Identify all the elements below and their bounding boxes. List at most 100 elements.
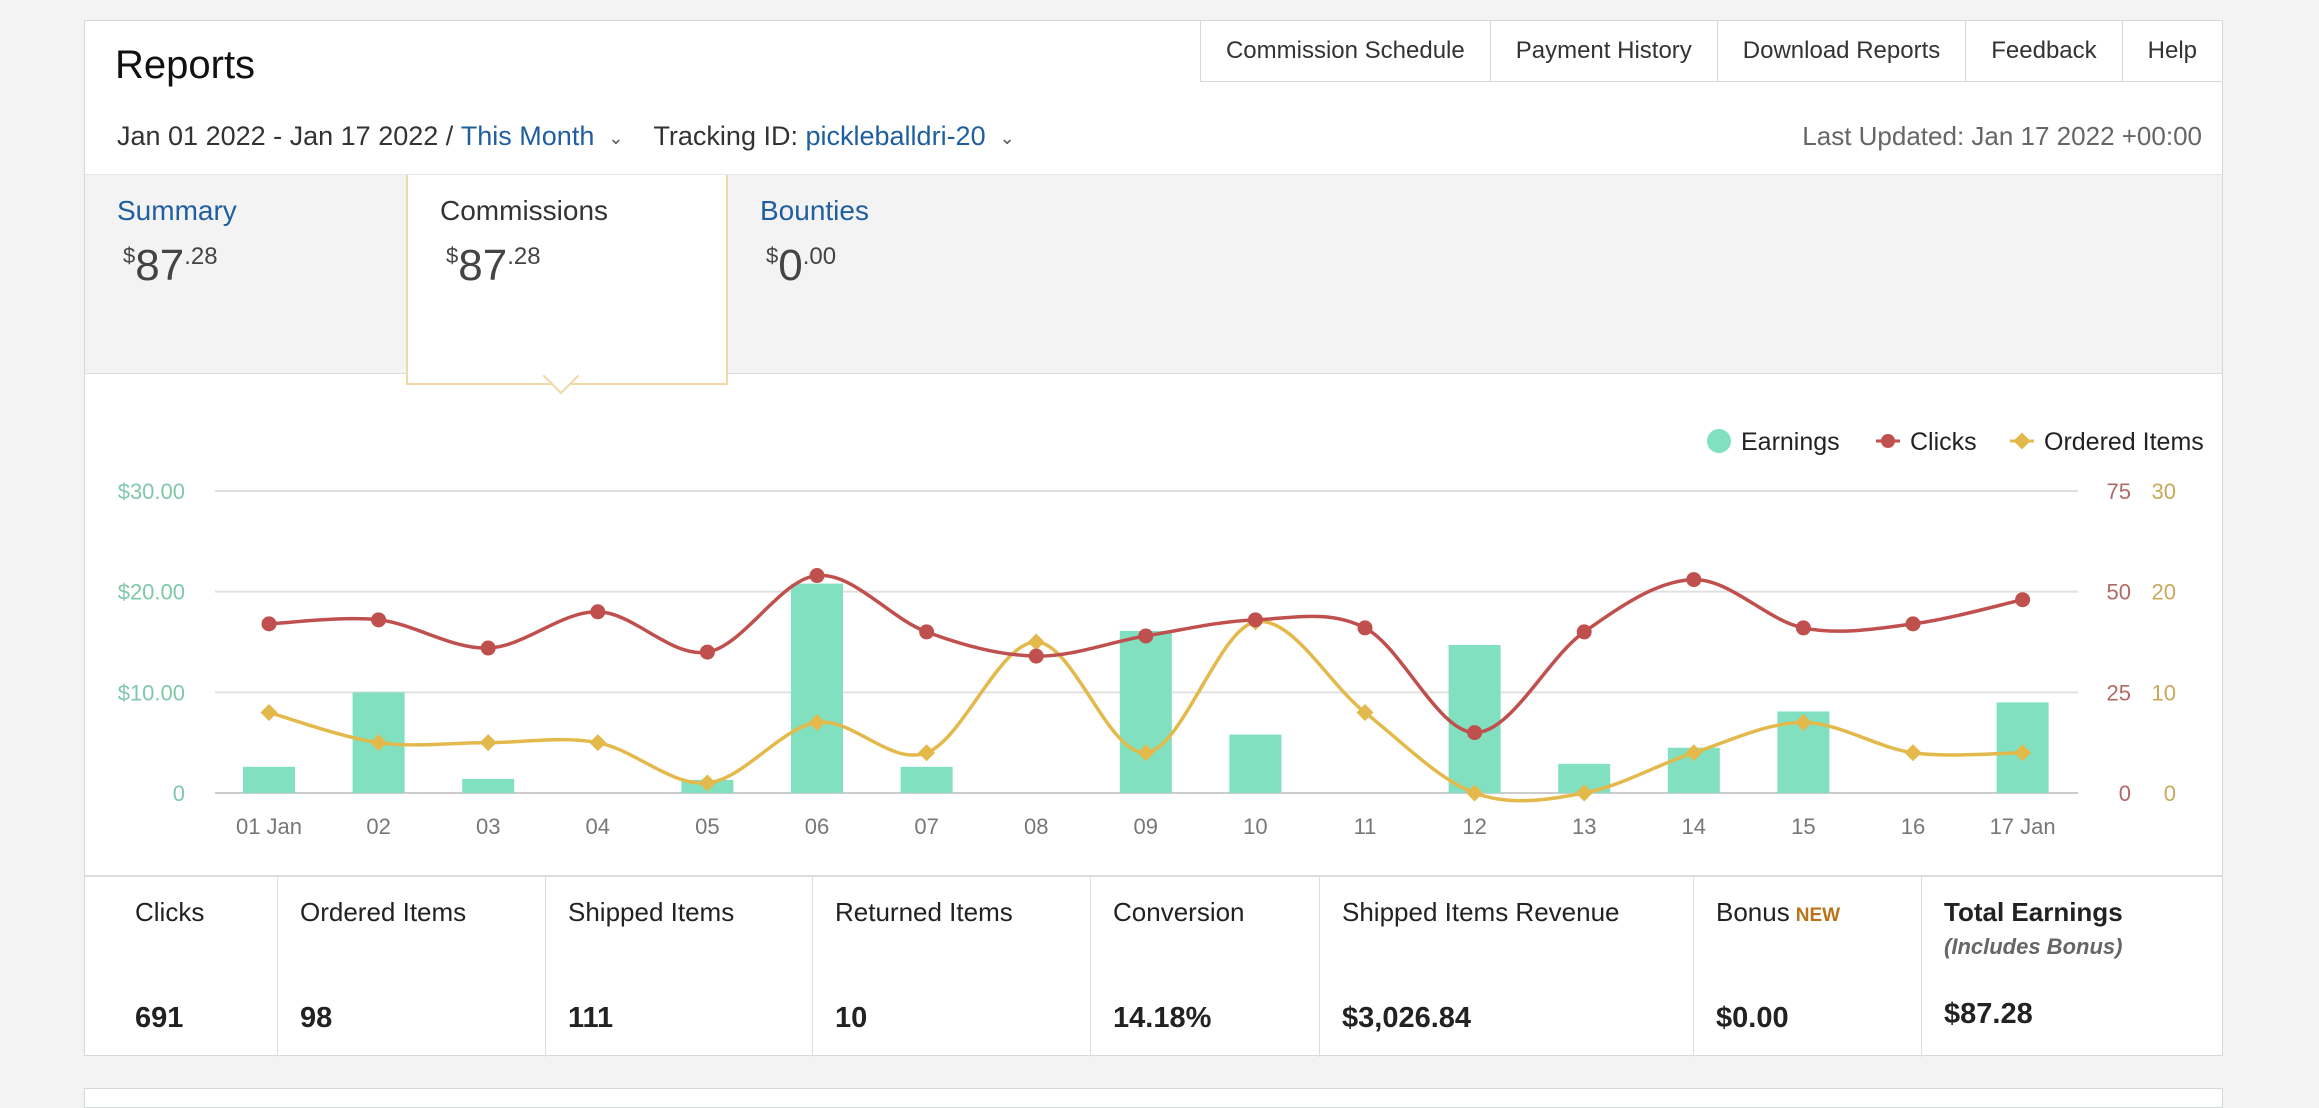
commissions-amount: $ 87 .28 [446,241,694,291]
bounties-amount: $ 0 .00 [766,241,1016,291]
clicks-point [1905,616,1921,632]
reports-card: Reports Commission Schedule Payment Hist… [84,20,2223,1057]
currency-symbol: $ [446,243,459,268]
stat-value: $3,026.84 [1342,1002,1472,1034]
period-dropdown[interactable]: This Month [460,121,595,151]
clicks-point [1467,725,1483,741]
x-tick-label: 01 Jan [236,814,302,839]
clicks-point [261,616,277,632]
clicks-point [2015,592,2031,608]
y-tick-label-ordered: 0 [2164,781,2176,806]
tab-bounties-label[interactable]: Bounties [760,195,869,226]
ordered-items-point [2014,744,2032,762]
stat-label: Returned Items [835,897,1013,927]
chevron-down-icon[interactable]: ⌄ [999,128,1015,148]
legend-label: Clicks [1910,428,1977,456]
amount-cents: .28 [184,243,218,270]
chevron-down-icon[interactable]: ⌄ [608,128,624,148]
tab-commissions-label: Commissions [440,195,609,226]
ordered-items-point [1137,744,1155,762]
earnings-bar [791,583,843,793]
x-tick-label: 05 [695,814,719,839]
ordered-items-point [1027,633,1045,651]
ordered-items-point [808,714,826,732]
stat-label: Total Earnings [1944,897,2123,927]
commission-schedule-link[interactable]: Commission Schedule [1200,21,1490,81]
x-tick-label: 07 [914,814,938,839]
x-tick-label: 06 [805,814,829,839]
new-badge: NEW [1795,905,1841,926]
y-tick-label-left: $20.00 [118,580,185,605]
ordered-items-point [260,703,278,721]
stat-shipped-revenue: Shipped Items Revenue $3,026.84 [1319,877,1693,1057]
top-nav: Commission Schedule Payment History Down… [1199,21,2222,82]
summary-amount: $ 87 .28 [123,241,373,291]
x-tick-label: 03 [476,814,500,839]
stat-value: 98 [300,1002,333,1034]
ordered-items-point [1466,784,1484,802]
clicks-point [371,612,387,628]
help-link[interactable]: Help [2121,21,2222,81]
amount-whole: 87 [135,241,185,290]
ordered-items-point [1575,784,1593,802]
y-tick-label-clicks: 50 [2107,580,2131,605]
x-tick-label: 16 [1901,814,1925,839]
x-tick-label: 02 [366,814,390,839]
report-tabs: Summary $ 87 .28 Commissions $ 87 .28 Bo… [85,174,2222,385]
amount-whole: 0 [778,241,803,290]
page-title: Reports [115,43,256,87]
legend-clicks-icon [1881,434,1895,448]
download-reports-link[interactable]: Download Reports [1716,21,1966,81]
tracking-label: Tracking ID: [653,121,798,151]
last-updated: Last Updated: Jan 17 2022 +00:00 [1802,121,2202,151]
earnings-bar [243,766,295,793]
x-tick-label: 14 [1682,814,1706,839]
clicks-point [1357,620,1373,636]
y-tick-label-left: $10.00 [118,680,185,705]
stat-value: $87.28 [1944,998,2033,1030]
feedback-link[interactable]: Feedback [1965,21,2122,81]
stat-shipped-items: Shipped Items 111 [545,877,812,1057]
stat-label: Shipped Items [568,897,735,927]
tab-summary[interactable]: Summary $ 87 .28 [85,175,405,365]
tab-summary-label[interactable]: Summary [117,195,237,226]
legend-label: Earnings [1741,428,1840,456]
x-tick-label: 09 [1134,814,1158,839]
ordered-items-point [698,774,716,792]
ordered-items-point [589,734,607,752]
earnings-bar [1448,645,1501,793]
tracking-id-dropdown[interactable]: pickleballdri-20 [805,121,986,151]
tab-commissions[interactable]: Commissions $ 87 .28 [406,175,728,385]
ordered-items-point [918,744,936,762]
stat-label: Ordered Items [300,897,467,927]
ordered-items-point [1794,714,1812,732]
stat-bonus: Bonus NEW $0.00 [1693,877,1921,1057]
stat-label: Bonus NEW [1716,897,1899,928]
y-tick-label-left: 0 [173,781,185,806]
stat-value: $0.00 [1716,1002,1789,1034]
payment-history-link[interactable]: Payment History [1489,21,1717,81]
stat-label: Clicks [135,897,205,927]
clicks-point [1795,620,1811,636]
stat-conversion: Conversion 14.18% [1090,877,1319,1057]
stat-ordered-items: Ordered Items 98 [277,877,545,1057]
x-tick-label: 08 [1024,814,1048,839]
amount-cents: .00 [802,243,837,270]
earnings-bar [1119,630,1172,793]
x-tick-label: 17 Jan [1990,814,2056,839]
y-tick-label-clicks: 0 [2119,781,2131,806]
clicks-point [1138,628,1154,644]
stat-value: 10 [835,1002,868,1034]
currency-symbol: $ [123,243,136,268]
legend-ordered-items-icon [2013,432,2031,450]
amount-cents: .28 [507,243,541,270]
y-tick-label-ordered: 20 [2152,580,2176,605]
filter-bar: Jan 01 2022 - Jan 17 2022 / This Month ⌄… [117,121,1045,152]
tab-bounties[interactable]: Bounties $ 0 .00 [728,175,1048,365]
amount-whole: 87 [458,241,508,290]
bonus-label: Bonus [1716,897,1790,927]
stat-returned-items: Returned Items 10 [812,877,1090,1057]
ordered-items-point [370,734,388,752]
currency-symbol: $ [766,243,779,268]
clicks-point [1576,624,1592,640]
